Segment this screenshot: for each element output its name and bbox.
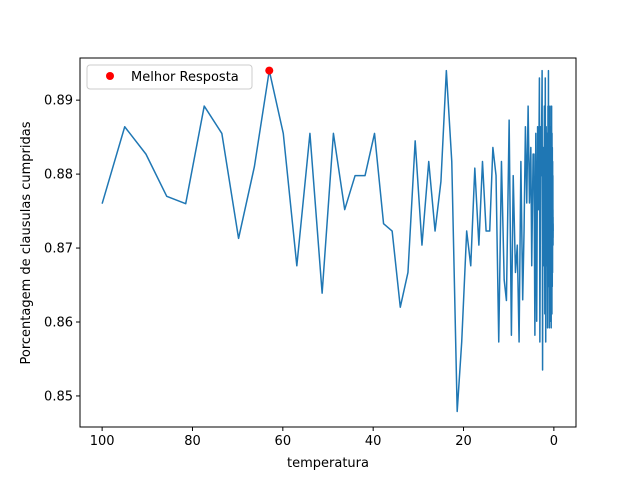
x-axis: 100 80 60 40 20 0 — [90, 427, 558, 449]
y-tick-label: 0.86 — [44, 315, 73, 330]
x-tick-label: 80 — [184, 434, 201, 449]
y-tick-label: 0.89 — [44, 94, 73, 109]
legend-box — [86, 64, 253, 90]
series-line — [101, 69, 554, 413]
plot-frame — [79, 57, 577, 428]
y-tick-label: 0.85 — [44, 389, 73, 404]
best-answer-point — [265, 66, 274, 75]
y-axis: 0.85 0.86 0.87 0.88 0.89 — [44, 94, 80, 404]
y-axis-label: Porcentagem de clausulas cumpridas — [19, 121, 34, 364]
x-tick-label: 40 — [365, 434, 382, 449]
marker-layer — [265, 66, 274, 75]
x-axis-label: temperatura — [287, 456, 369, 471]
x-tick-label: 60 — [275, 434, 292, 449]
line-layer — [101, 69, 554, 413]
legend-marker — [106, 72, 114, 80]
x-tick-label: 0 — [550, 434, 558, 449]
legend-label: Melhor Resposta — [131, 70, 239, 85]
legend: Melhor Resposta — [86, 64, 253, 90]
y-tick-label: 0.88 — [44, 168, 73, 183]
x-tick-label: 100 — [90, 434, 115, 449]
y-tick-label: 0.87 — [44, 242, 73, 257]
x-tick-label: 20 — [455, 434, 472, 449]
